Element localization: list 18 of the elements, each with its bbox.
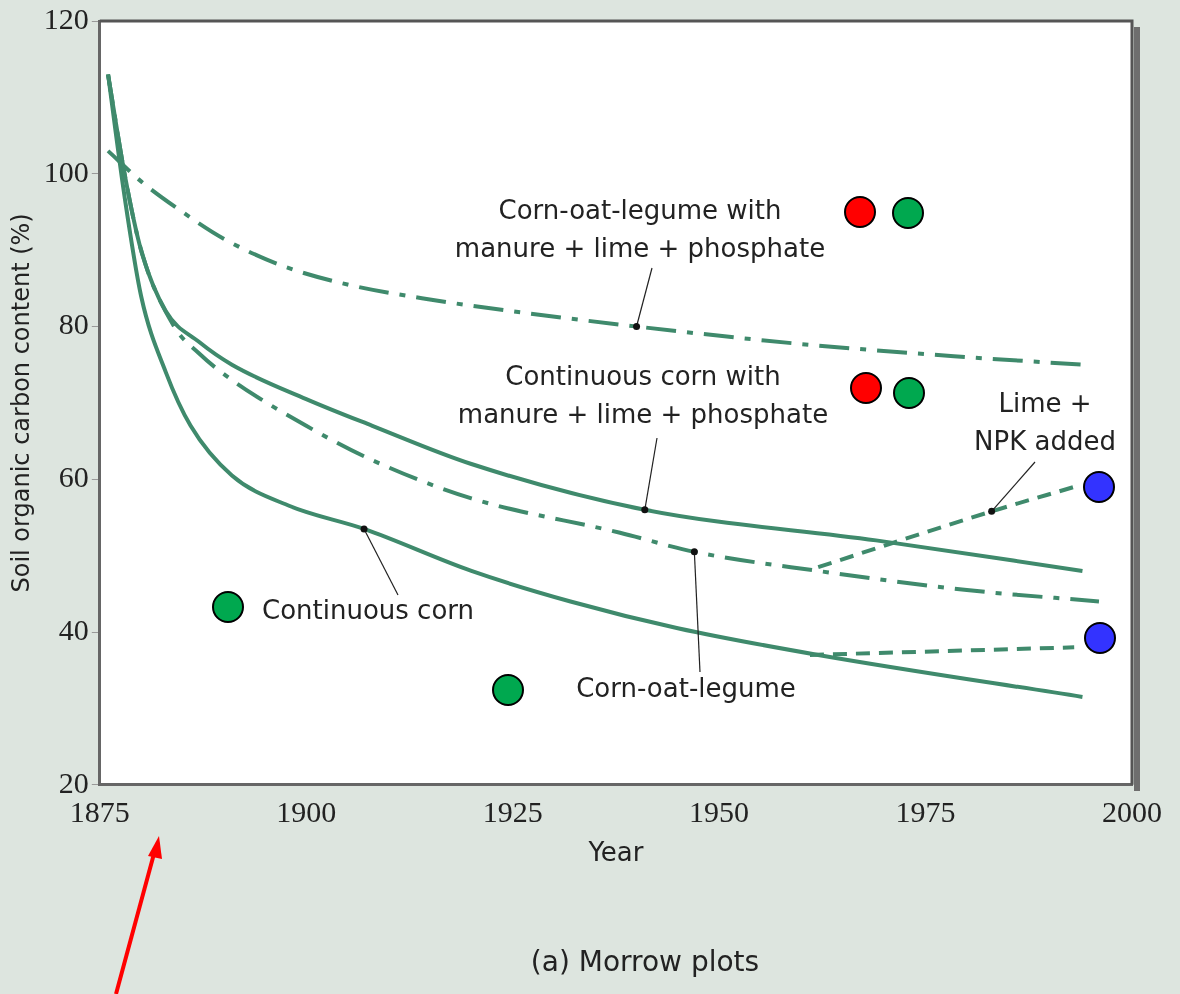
y-tick-label: 80 <box>58 307 89 341</box>
x-axis-title: Year <box>587 837 644 868</box>
annotation: Lime + NPK added <box>974 387 1116 456</box>
annotation: Continuous corn with manure + lime + phosphate <box>457 360 829 429</box>
x-tick-label: 1925 <box>482 794 543 828</box>
text: (a) Morrow plots <box>529 945 761 978</box>
y-tick-label: 100 <box>43 154 89 188</box>
x-tick-label: 1950 <box>689 794 750 828</box>
annotation: Corn-oat-legume with manure + lime + phosphate <box>454 194 826 263</box>
x-tick-label: 1900 <box>276 794 337 828</box>
y-tick-label: 60 <box>58 460 89 494</box>
annotation: Corn-oat-legume <box>576 672 796 703</box>
y-tick-label: 40 <box>58 612 89 646</box>
y-axis-title: Soil organic carbon content (%) <box>6 213 35 593</box>
annotation: Continuous corn <box>262 594 475 625</box>
x-tick-label: 1975 <box>895 794 956 828</box>
y-tick-label: 120 <box>43 1 89 35</box>
x-tick-label: 2000 <box>1102 794 1162 828</box>
